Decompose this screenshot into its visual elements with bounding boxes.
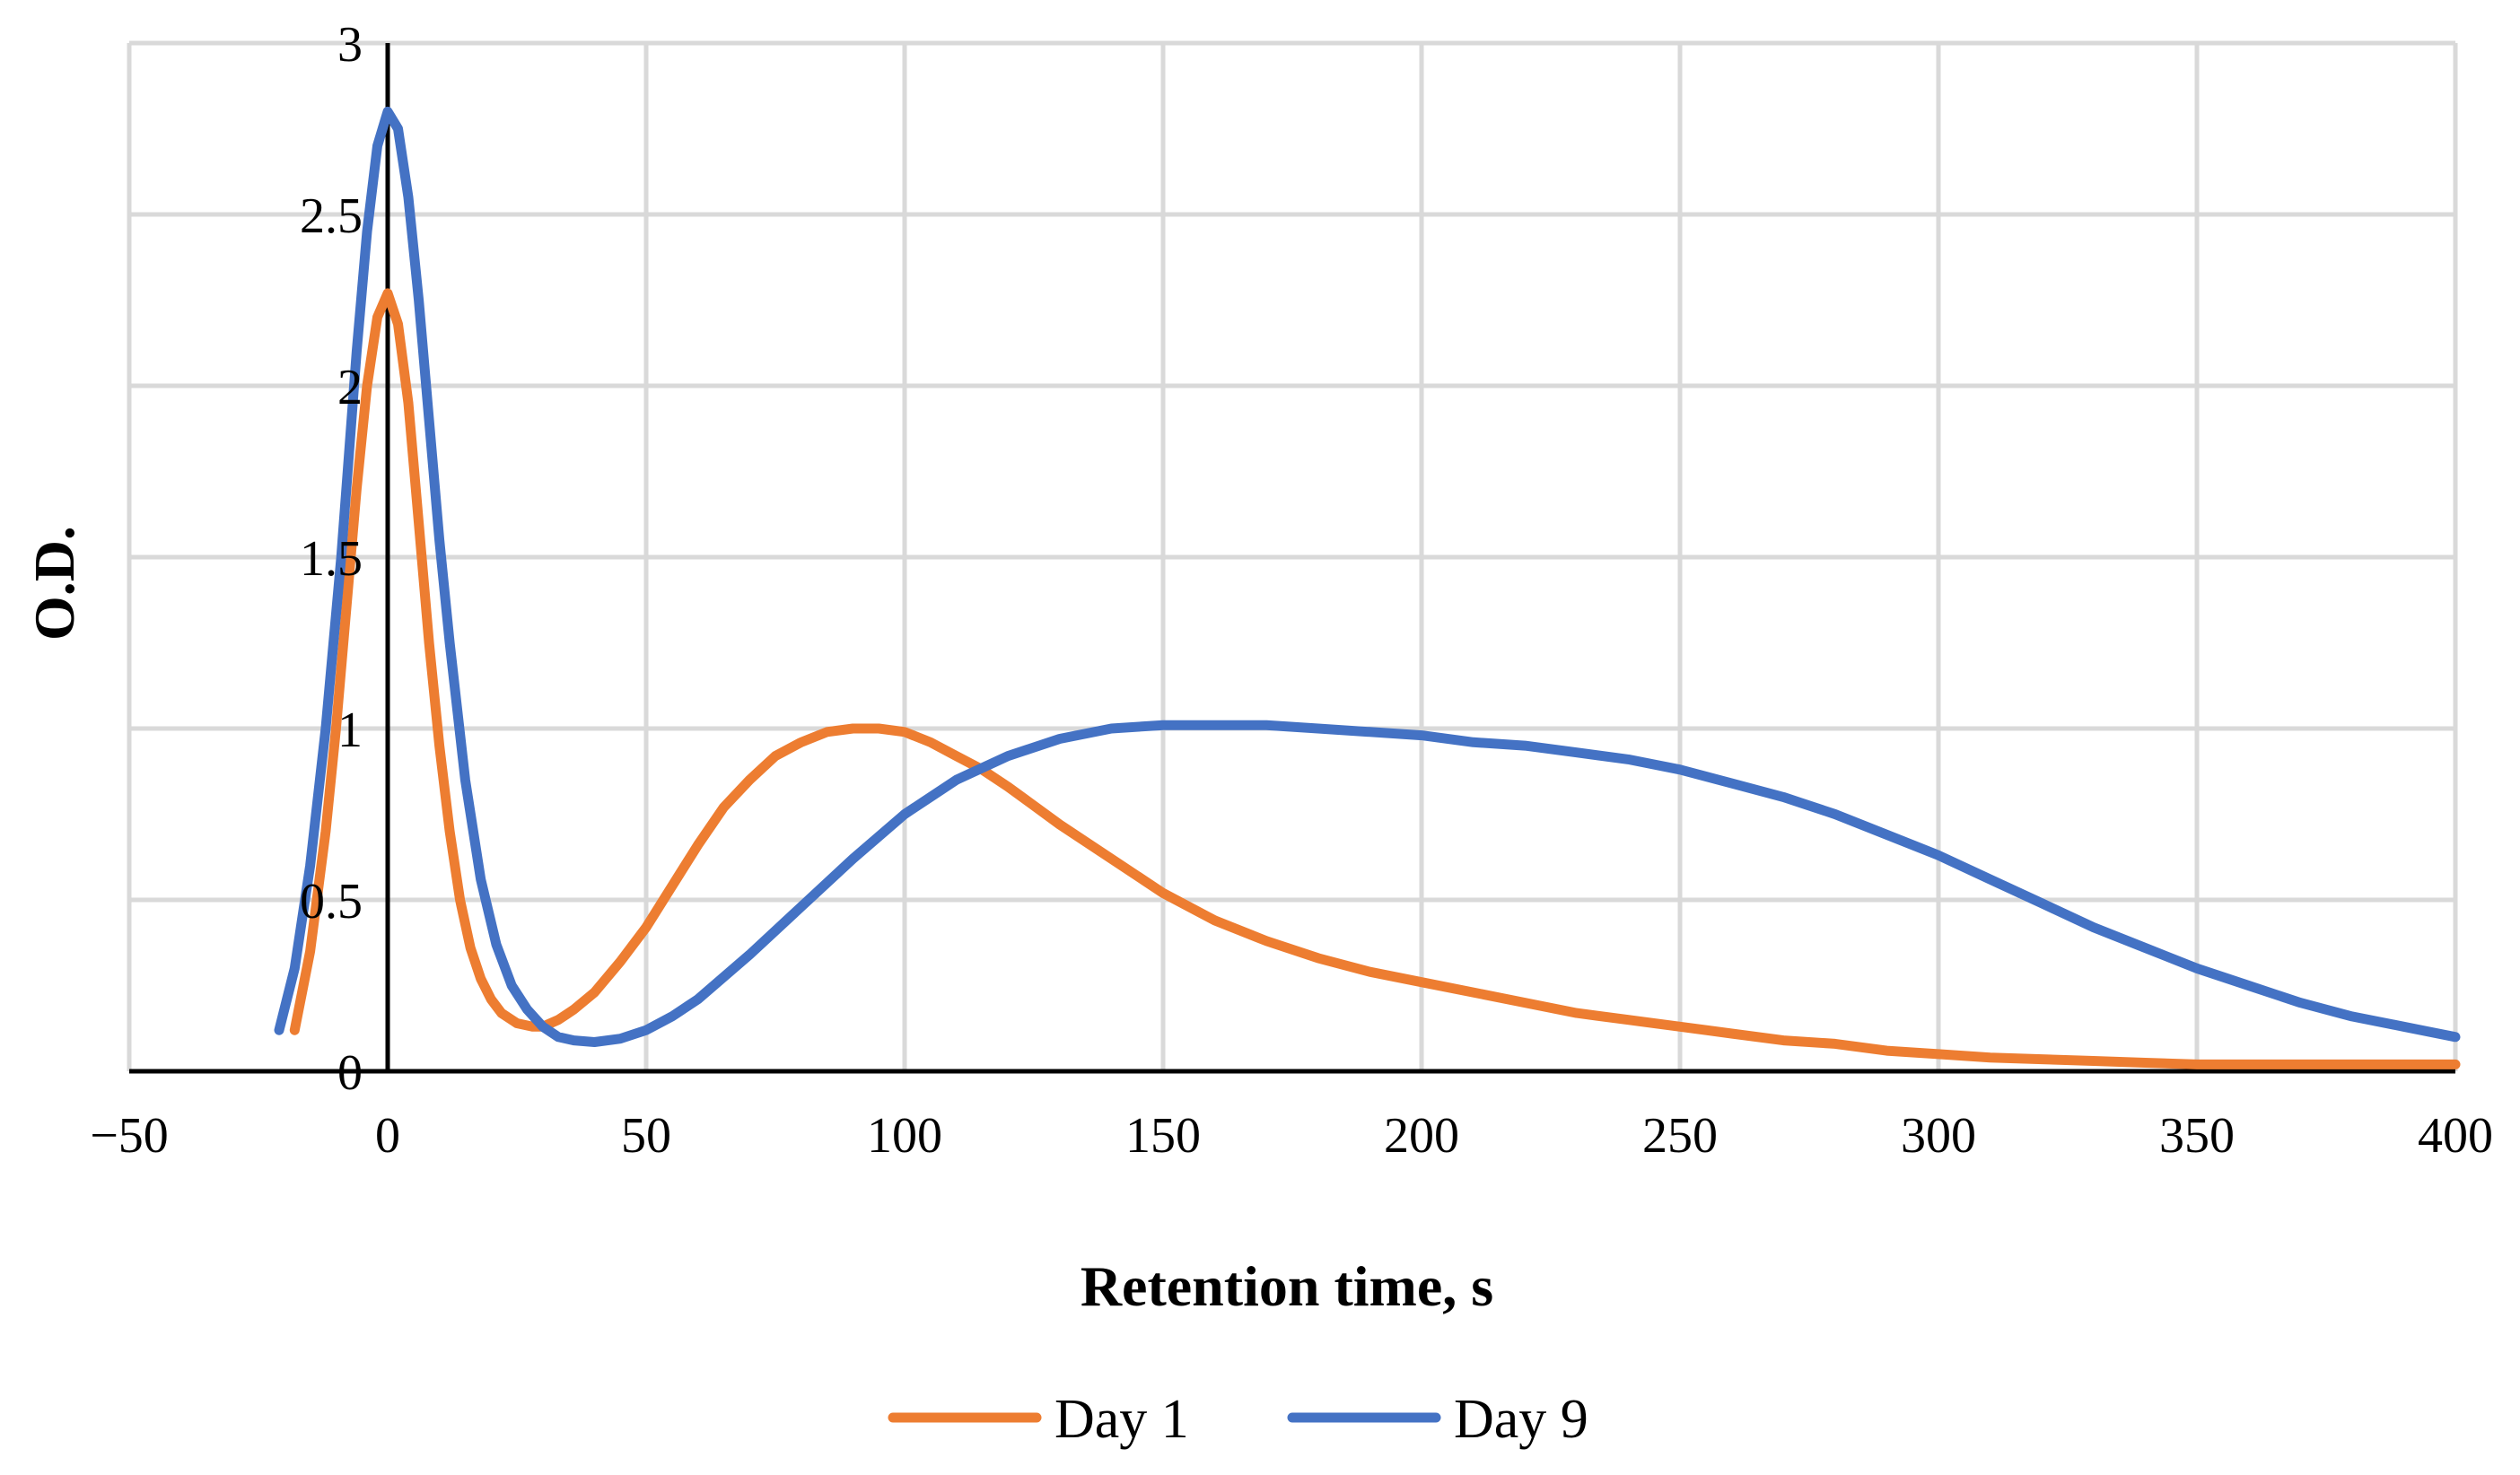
x-tick-label: 200 (1384, 1108, 1459, 1164)
x-tick-label: 100 (867, 1108, 942, 1164)
y-tick-label: 3 (337, 17, 363, 73)
axes (129, 43, 2455, 1074)
y-axis-title: O.D. (22, 526, 86, 641)
x-axis-title: Retention time, s (1081, 1254, 1493, 1318)
legend-label-day-9: Day 9 (1454, 1389, 1588, 1450)
y-tick-label: 2.5 (300, 188, 363, 244)
gridlines (127, 40, 2458, 1071)
y-tick-label: 2 (337, 360, 363, 415)
x-tick-label: 50 (621, 1108, 671, 1164)
x-tick-label: 150 (1125, 1108, 1201, 1164)
series-line-day-1 (289, 288, 2461, 1069)
y-tick-label: 0 (337, 1045, 363, 1101)
x-tick-label: 250 (1642, 1108, 1718, 1164)
x-tick-label: 350 (2159, 1108, 2235, 1164)
legend: Day 1 Day 9 (888, 1389, 1588, 1450)
legend-label-day-1: Day 1 (1054, 1389, 1189, 1450)
x-tick-label: −50 (90, 1108, 169, 1164)
y-tick-label: 1 (337, 703, 363, 758)
y-tick-label: 1.5 (300, 531, 363, 587)
tick-labels: −50 0 50 100 150 200 250 300 350 400 0 0.5 1 1.5 2 2.5 3 (90, 17, 2493, 1164)
x-tick-label: 300 (1901, 1108, 1976, 1164)
y-tick-label: 0.5 (300, 874, 363, 930)
x-tick-label: 0 (375, 1108, 400, 1164)
series-line-day-9 (274, 106, 2461, 1047)
series-lines (274, 106, 2461, 1069)
x-tick-label: 400 (2418, 1108, 2493, 1164)
